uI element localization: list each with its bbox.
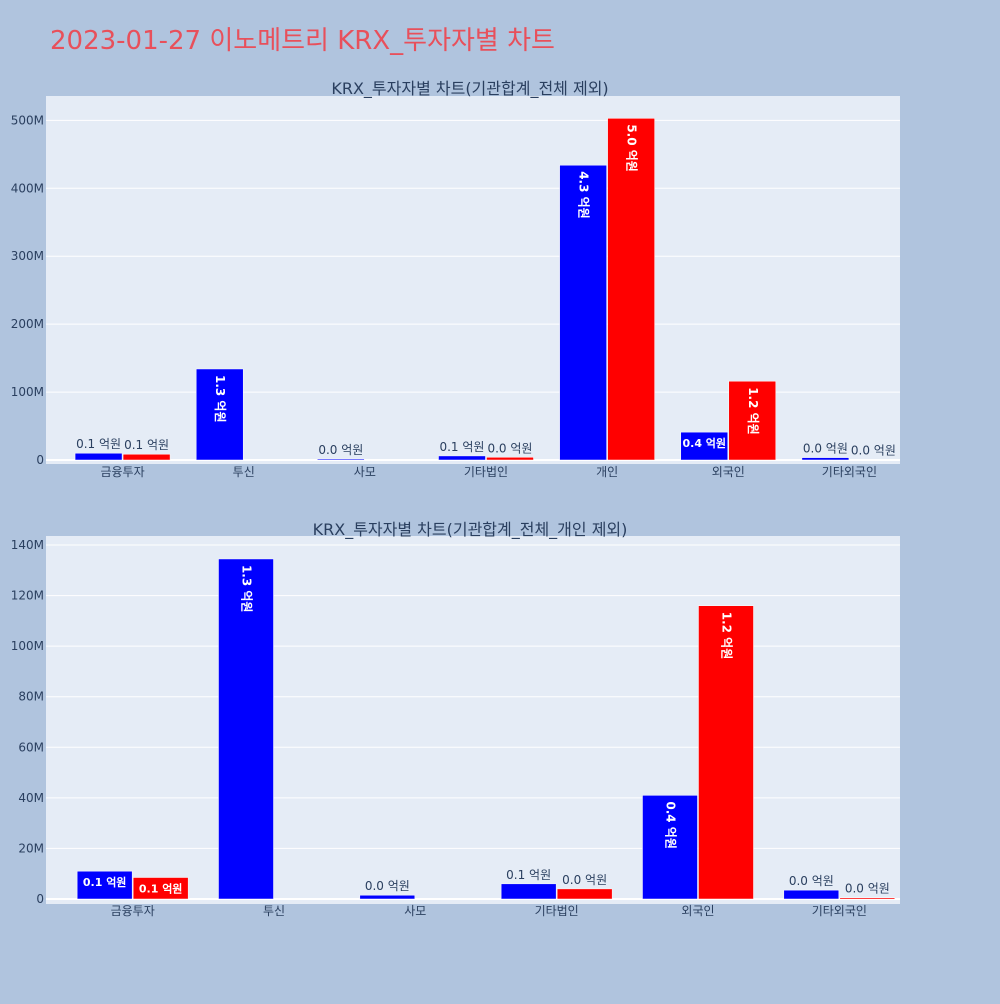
data-label: 0.4 억원: [663, 801, 677, 849]
data-label: 0.0 억원: [789, 874, 834, 888]
data-label: 0.1 억원: [83, 875, 127, 889]
data-label: 0.1 억원: [124, 438, 169, 452]
bar: [438, 456, 485, 460]
y-tick-label: 100M: [11, 385, 44, 399]
x-tick-label: 금융투자: [100, 465, 144, 479]
y-tick-label: 120M: [11, 589, 44, 603]
data-label: 0.1 억원: [506, 868, 551, 882]
x-tick-label: 사모: [354, 465, 376, 479]
y-tick-label: 200M: [11, 317, 44, 331]
data-label: 0.4 억원: [682, 436, 726, 450]
x-tick-label: 외국인: [681, 904, 714, 918]
chart-bottom: 0 20M 40M 60M 80M 100M 120M 140M KRX_투자자별 차트(기관합…: [11, 520, 900, 918]
data-label: 0.0 억원: [851, 444, 896, 458]
y-tick-label: 20M: [18, 841, 44, 855]
y-tick-label: 140M: [11, 538, 44, 552]
data-label: 1.3 억원: [239, 565, 253, 613]
bar: [501, 884, 556, 899]
bar: [784, 890, 839, 899]
bar: [557, 889, 612, 899]
chart-title: KRX_투자자별 차트(기관합계_전체 제외): [331, 79, 608, 99]
data-label: 4.3 억원: [577, 171, 591, 219]
bar: [840, 898, 895, 899]
x-tick-label: 투신: [263, 904, 285, 918]
y-tick-label: 100M: [11, 639, 44, 653]
chart-top: 0 100M 200M 300M 400M 500M KRX_투자자별 차트(기관합계_전체…: [11, 79, 900, 479]
data-label: 1.3 억원: [213, 375, 227, 423]
x-tick-label: 사모: [404, 904, 426, 918]
x-tick-label: 기타외국인: [812, 904, 867, 918]
data-label: 1.2 억원: [746, 387, 760, 435]
y-tick-label: 60M: [18, 740, 44, 754]
data-label: 0.0 억원: [318, 443, 363, 457]
y-tick-label: 40M: [18, 791, 44, 805]
chart-title: KRX_투자자별 차트(기관합계_전체_개인 제외): [313, 520, 628, 540]
y-tick-label: 0: [36, 892, 44, 906]
x-tick-label: 기타외국인: [822, 465, 877, 479]
bar: [317, 459, 364, 460]
bar: [486, 457, 533, 460]
data-label: 1.2 억원: [719, 612, 733, 660]
x-tick-label: 외국인: [712, 465, 745, 479]
x-tick-label: 기타법인: [535, 904, 579, 918]
data-label: 0.1 억원: [76, 437, 121, 451]
data-label: 0.0 억원: [562, 873, 607, 887]
y-tick-label: 300M: [11, 249, 44, 263]
bar: [802, 458, 849, 460]
y-tick-label: 0: [36, 453, 44, 467]
y-tick-label: 400M: [11, 181, 44, 195]
bar: [75, 453, 122, 460]
data-label: 5.0 억원: [625, 124, 639, 172]
page-title: 2023-01-27 이노메트리 KRX_투자자별 차트: [50, 26, 555, 56]
data-label: 0.0 억원: [845, 882, 890, 896]
y-tick-label: 80M: [18, 690, 44, 704]
x-tick-label: 개인: [596, 465, 618, 479]
x-tick-label: 금융투자: [111, 904, 155, 918]
x-tick-label: 기타법인: [464, 465, 508, 479]
data-label: 0.1 억원: [439, 440, 484, 454]
data-label: 0.1 억원: [139, 882, 183, 896]
data-label: 0.0 억원: [803, 442, 848, 456]
data-label: 0.0 억원: [487, 441, 532, 455]
bar: [123, 454, 170, 460]
data-label: 0.0 억원: [365, 879, 410, 893]
x-tick-label: 투신: [233, 465, 255, 479]
bar: [360, 895, 415, 899]
y-tick-label: 500M: [11, 113, 44, 127]
